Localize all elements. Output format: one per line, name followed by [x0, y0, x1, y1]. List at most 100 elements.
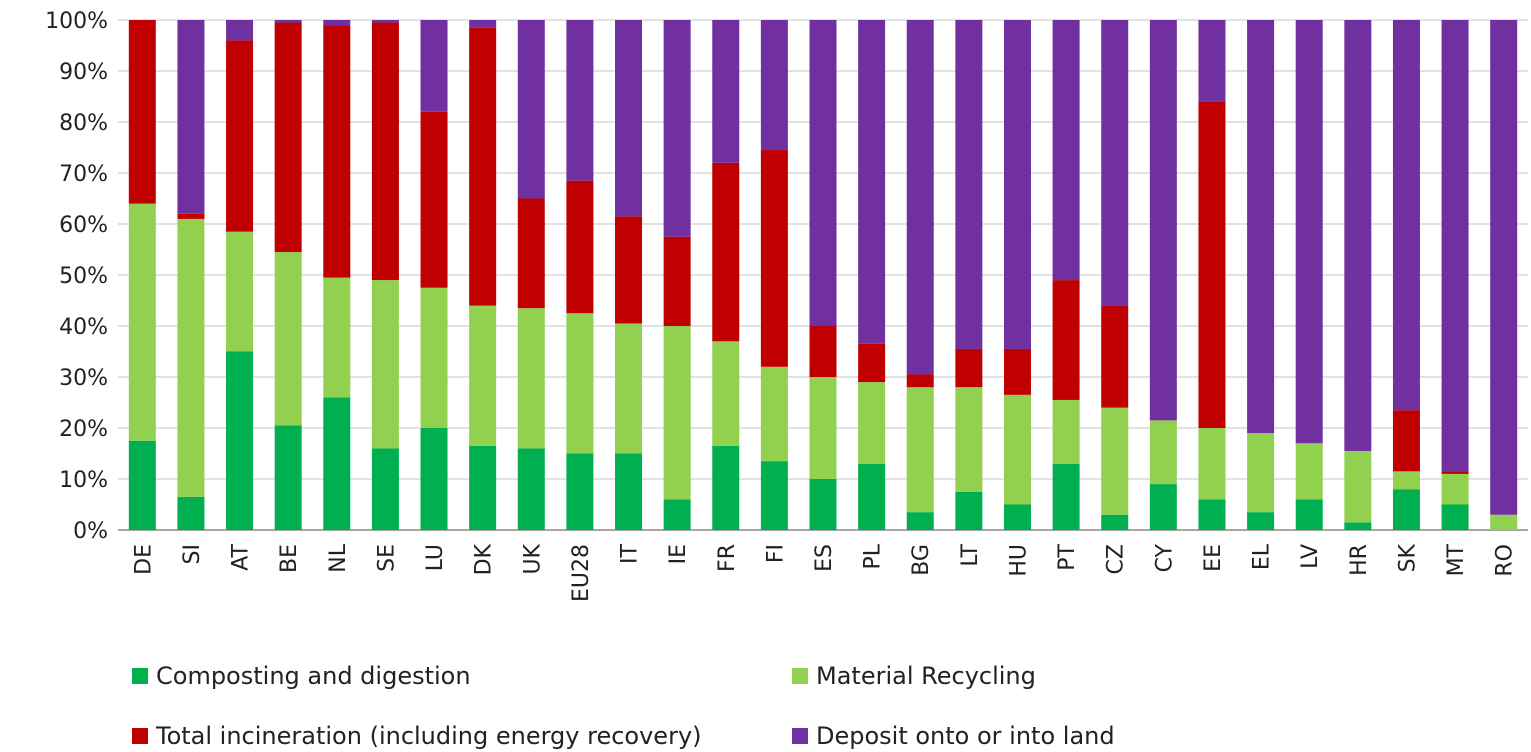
bar-segment-at-s0	[226, 351, 254, 530]
x-tick-label: MT	[1444, 543, 1469, 576]
bar-segment-fr-s3	[712, 20, 740, 163]
bar-segment-mt-s0	[1441, 504, 1469, 530]
bar-segment-lt-s0	[955, 491, 983, 530]
bar-segment-ie-s2	[663, 236, 691, 326]
x-tick-label: NL	[326, 543, 351, 572]
bar-segment-lu-s0	[420, 428, 448, 530]
x-tick-label: CZ	[1104, 544, 1129, 574]
x-tick-label: EE	[1201, 544, 1226, 572]
y-tick-label: 80%	[59, 111, 108, 136]
y-tick-label: 100%	[45, 9, 108, 34]
x-tick-label: AT	[229, 543, 254, 570]
y-tick-label: 0%	[73, 519, 108, 544]
legend-swatch-composting	[132, 668, 148, 684]
x-tick-label: RO	[1493, 544, 1518, 577]
bar-segment-cz-s1	[1101, 407, 1129, 515]
bar-segment-ee-s1	[1198, 428, 1226, 500]
bar-segment-nl-s3	[323, 20, 351, 26]
bar-segment-mt-s2	[1441, 471, 1469, 474]
bar-segment-fr-s1	[712, 341, 740, 446]
bar-segment-cz-s0	[1101, 514, 1129, 530]
x-tick-label: SK	[1395, 543, 1420, 572]
x-tick-label: IE	[666, 544, 691, 564]
bar-segment-dk-s2	[469, 27, 497, 306]
bar-segment-cz-s2	[1101, 305, 1129, 408]
x-tick-label: LT	[958, 543, 983, 566]
y-axis-ticks: 0% 10% 20% 30% 40% 50% 60% 70% 80% 90% 100%	[45, 9, 108, 544]
bar-segment-eu28-s0	[566, 453, 594, 530]
bar-segment-si-s2	[177, 213, 205, 219]
x-tick-label: ES	[812, 544, 837, 572]
legend-item-deposit: Deposit onto or into land	[792, 722, 1115, 750]
bar-segment-si-s0	[177, 496, 205, 530]
bar-segment-mt-s3	[1441, 20, 1469, 472]
bar-segment-de-s2	[128, 20, 156, 204]
bar-segment-at-s2	[226, 40, 254, 232]
x-tick-label: PL	[861, 543, 886, 569]
bar-segment-uk-s2	[517, 198, 545, 309]
x-tick-label: SE	[374, 544, 399, 572]
bar-segment-lt-s3	[955, 20, 983, 349]
bar-segment-ie-s0	[663, 499, 691, 530]
x-tick-label: LU	[423, 544, 448, 571]
bar-segment-at-s3	[226, 20, 254, 41]
bar-segment-it-s1	[615, 323, 643, 454]
legend-label-incineration: Total incineration (including energy rec…	[156, 722, 702, 750]
x-tick-label: HU	[1006, 544, 1031, 577]
x-tick-label: IT	[618, 543, 643, 563]
bar-segment-ro-s3	[1490, 20, 1518, 515]
bar-segment-se-s1	[371, 280, 399, 449]
bar-segment-ee-s0	[1198, 499, 1226, 530]
bar-segment-cz-s3	[1101, 20, 1129, 306]
bar-segment-fr-s0	[712, 445, 740, 530]
bar-segment-lt-s2	[955, 348, 983, 388]
x-tick-label: HR	[1347, 544, 1372, 576]
x-tick-label: CY	[1152, 543, 1177, 572]
bar-segment-eu28-s3	[566, 20, 594, 181]
x-tick-label: EL	[1250, 543, 1275, 570]
y-tick-label: 10%	[59, 468, 108, 493]
bar-segment-sk-s3	[1392, 20, 1420, 411]
bar-segment-pl-s2	[858, 343, 886, 383]
bar-segment-el-s1	[1247, 433, 1275, 513]
bar-segment-hr-s0	[1344, 522, 1372, 530]
bar-segment-pl-s3	[858, 20, 886, 344]
bar-segment-cy-s3	[1149, 20, 1177, 421]
legend-label-deposit: Deposit onto or into land	[816, 722, 1115, 750]
bar-segment-ro-s1	[1490, 514, 1518, 530]
x-axis-ticks: DE SI AT BE NL SE LU DK UK EU28 IT IE FR FI ES PL BG LT HU…	[131, 543, 1517, 602]
y-tick-label: 30%	[59, 366, 108, 391]
y-tick-label: 40%	[59, 315, 108, 340]
bar-segment-ie-s1	[663, 326, 691, 500]
bar-segment-el-s3	[1247, 20, 1275, 434]
bar-segment-fi-s2	[760, 150, 788, 367]
bar-segment-pt-s0	[1052, 463, 1080, 530]
bar-segment-de-s0	[128, 440, 156, 530]
bar-segment-se-s3	[371, 20, 399, 23]
bar-segment-el-s0	[1247, 512, 1275, 530]
bar-segment-ie-s3	[663, 20, 691, 237]
bar-segment-lu-s2	[420, 111, 448, 288]
bar-segment-sk-s0	[1392, 489, 1420, 530]
bar-segment-lu-s1	[420, 287, 448, 428]
legend-item-incineration: Total incineration (including energy rec…	[132, 722, 702, 750]
bar-segment-eu28-s1	[566, 313, 594, 454]
bar-segment-be-s3	[274, 20, 302, 23]
x-tick-label: DE	[131, 544, 156, 575]
bar-segment-hr-s1	[1344, 450, 1372, 523]
bar-segment-dk-s3	[469, 20, 497, 28]
bar-segment-lv-s1	[1295, 443, 1323, 500]
bar-segment-dk-s1	[469, 305, 497, 446]
bar-segment-ee-s2	[1198, 101, 1226, 428]
bar-segment-bg-s0	[906, 512, 934, 530]
bar-segment-si-s1	[177, 218, 205, 497]
bar-segment-be-s1	[274, 252, 302, 426]
y-tick-label: 60%	[59, 213, 108, 238]
legend-item-recycling: Material Recycling	[792, 662, 1036, 690]
bar-segment-pl-s1	[858, 382, 886, 464]
bar-segment-be-s0	[274, 425, 302, 530]
bar-segment-fr-s2	[712, 162, 740, 342]
bar-segment-uk-s1	[517, 308, 545, 449]
bar-segment-it-s3	[615, 20, 643, 217]
bar-segment-lv-s0	[1295, 499, 1323, 530]
